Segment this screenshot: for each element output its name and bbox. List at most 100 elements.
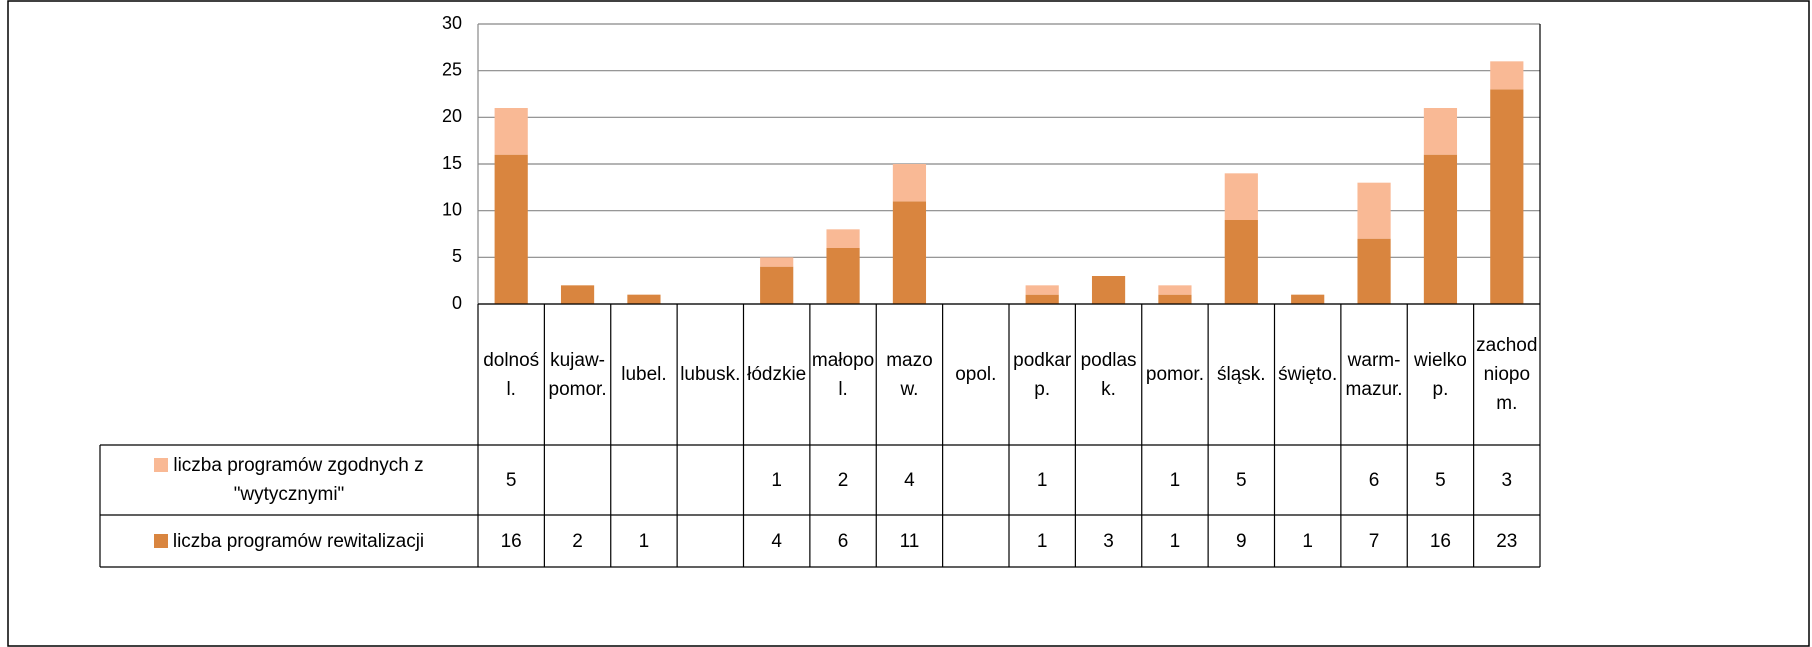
table-value-box: 4 [904,469,915,491]
table-value [544,445,610,515]
category-label-box: warm-mazur. [1346,350,1403,400]
table-value: 1 [771,469,782,491]
category-label-box: opol. [955,364,996,385]
category-label: małopol. [811,349,875,400]
category-label-box: małopol. [811,349,875,400]
category-label: podkarp. [1013,349,1072,400]
bar [560,285,595,304]
category-label-box: śląsk. [1217,364,1266,385]
bar [1158,285,1192,295]
y-tick-label: 25 [442,59,462,79]
category-label-box: święto. [1278,364,1338,385]
table-value-box [544,445,610,515]
category-label-box: podlask. [1081,350,1137,400]
table-value-box: 5 [505,469,517,491]
table-value: 1 [1036,469,1048,491]
category-label-box: lubel. [621,364,666,385]
table-value-box: 9 [1236,530,1247,552]
table-value-box: 16 [500,530,522,552]
category-label-box: podkarp. [1013,349,1072,400]
category-label-box: pomor. [1145,364,1204,385]
bar [892,201,927,304]
table-value: 1 [1302,530,1313,552]
bar [1224,173,1258,220]
category-label: lubusk. [680,364,741,385]
legend-entry: liczba programów zgodnych z "wytycznymi" [100,445,478,515]
table-value-box: 1 [1302,530,1313,552]
category-label-box: dolnośl. [483,350,539,400]
legend-key [153,533,168,548]
table-value: 5 [1236,469,1247,491]
table-value: 4 [904,469,915,491]
bar [1224,220,1258,304]
table-value-box: 6 [1368,469,1380,491]
table-value: 2 [837,469,849,491]
bar [1291,294,1325,304]
table-value-box: 11 [899,530,920,552]
legend-entry: liczba programów rewitalizacji [100,515,478,567]
table-value: 9 [1236,530,1247,552]
legend-label: liczba programów rewitalizacji [172,530,425,552]
bar [627,294,661,304]
bar [760,266,794,304]
table-value [943,445,1009,515]
category-label: śląsk. [1217,364,1266,385]
bar [1025,294,1059,304]
table-value: 5 [505,469,517,491]
legend-key [154,458,169,472]
table-value-box: 4 [771,530,782,552]
table-value-box: 1 [1036,530,1048,552]
table-value-box: 3 [1103,530,1114,552]
table-value: 16 [500,530,522,552]
category-label-box: łódzkie [747,364,807,385]
legend-label: liczba programów zgodnych z "wytycznymi" [173,455,424,505]
bar [1357,238,1391,304]
table-value-box: 1 [1169,469,1181,491]
bar [826,248,860,304]
table-value-box: 2 [572,530,583,552]
table-value: 7 [1368,530,1380,552]
table-value: 6 [837,530,849,552]
legend-box: liczba programów zgodnych z "wytycznymi" [100,445,478,515]
y-tick-label: 10 [442,199,462,219]
bar [1490,89,1524,304]
table-value: 1 [1036,530,1048,552]
table-value: 11 [899,530,920,552]
table-value: 1 [1169,469,1181,491]
y-tick-label: 20 [442,106,462,126]
bar [1490,61,1524,90]
category-label: łódzkie [747,364,807,385]
table-value-box: 1 [639,531,650,552]
table-value: 1 [1169,530,1181,552]
category-label: pomor. [1145,364,1204,385]
category-label-box: mazow. [886,350,932,400]
table-value-box: 1 [771,469,782,491]
bar [1025,285,1059,295]
category-label: wielkop. [1414,349,1467,400]
table-value-box: 2 [837,469,849,491]
bar [826,229,860,248]
table-value-box: 1 [1036,469,1048,491]
category-label: święto. [1278,364,1338,385]
table-value-box: 1 [1169,530,1181,552]
table-value [677,445,743,515]
y-tick-label: 5 [452,246,462,266]
category-label-box: lubusk. [680,364,741,385]
table-value: 6 [1368,469,1380,491]
table-value: 4 [771,530,782,552]
table-value-box: 3 [1502,470,1513,491]
table-value-box [943,445,1009,515]
category-label: zachodniopom. [1476,335,1538,414]
table-value-box: 16 [1430,531,1451,552]
table-value: 2 [572,530,583,552]
bar [1423,154,1458,304]
table-value-box [677,515,743,567]
table-value: 3 [1103,530,1114,552]
table-value-box [943,515,1009,567]
category-label: kujaw-pomor. [548,349,607,400]
y-tick-label: 15 [442,153,462,173]
legend-box: liczba programów rewitalizacji [100,515,478,567]
y-tick-label: 0 [452,293,462,313]
bar [1091,276,1126,304]
